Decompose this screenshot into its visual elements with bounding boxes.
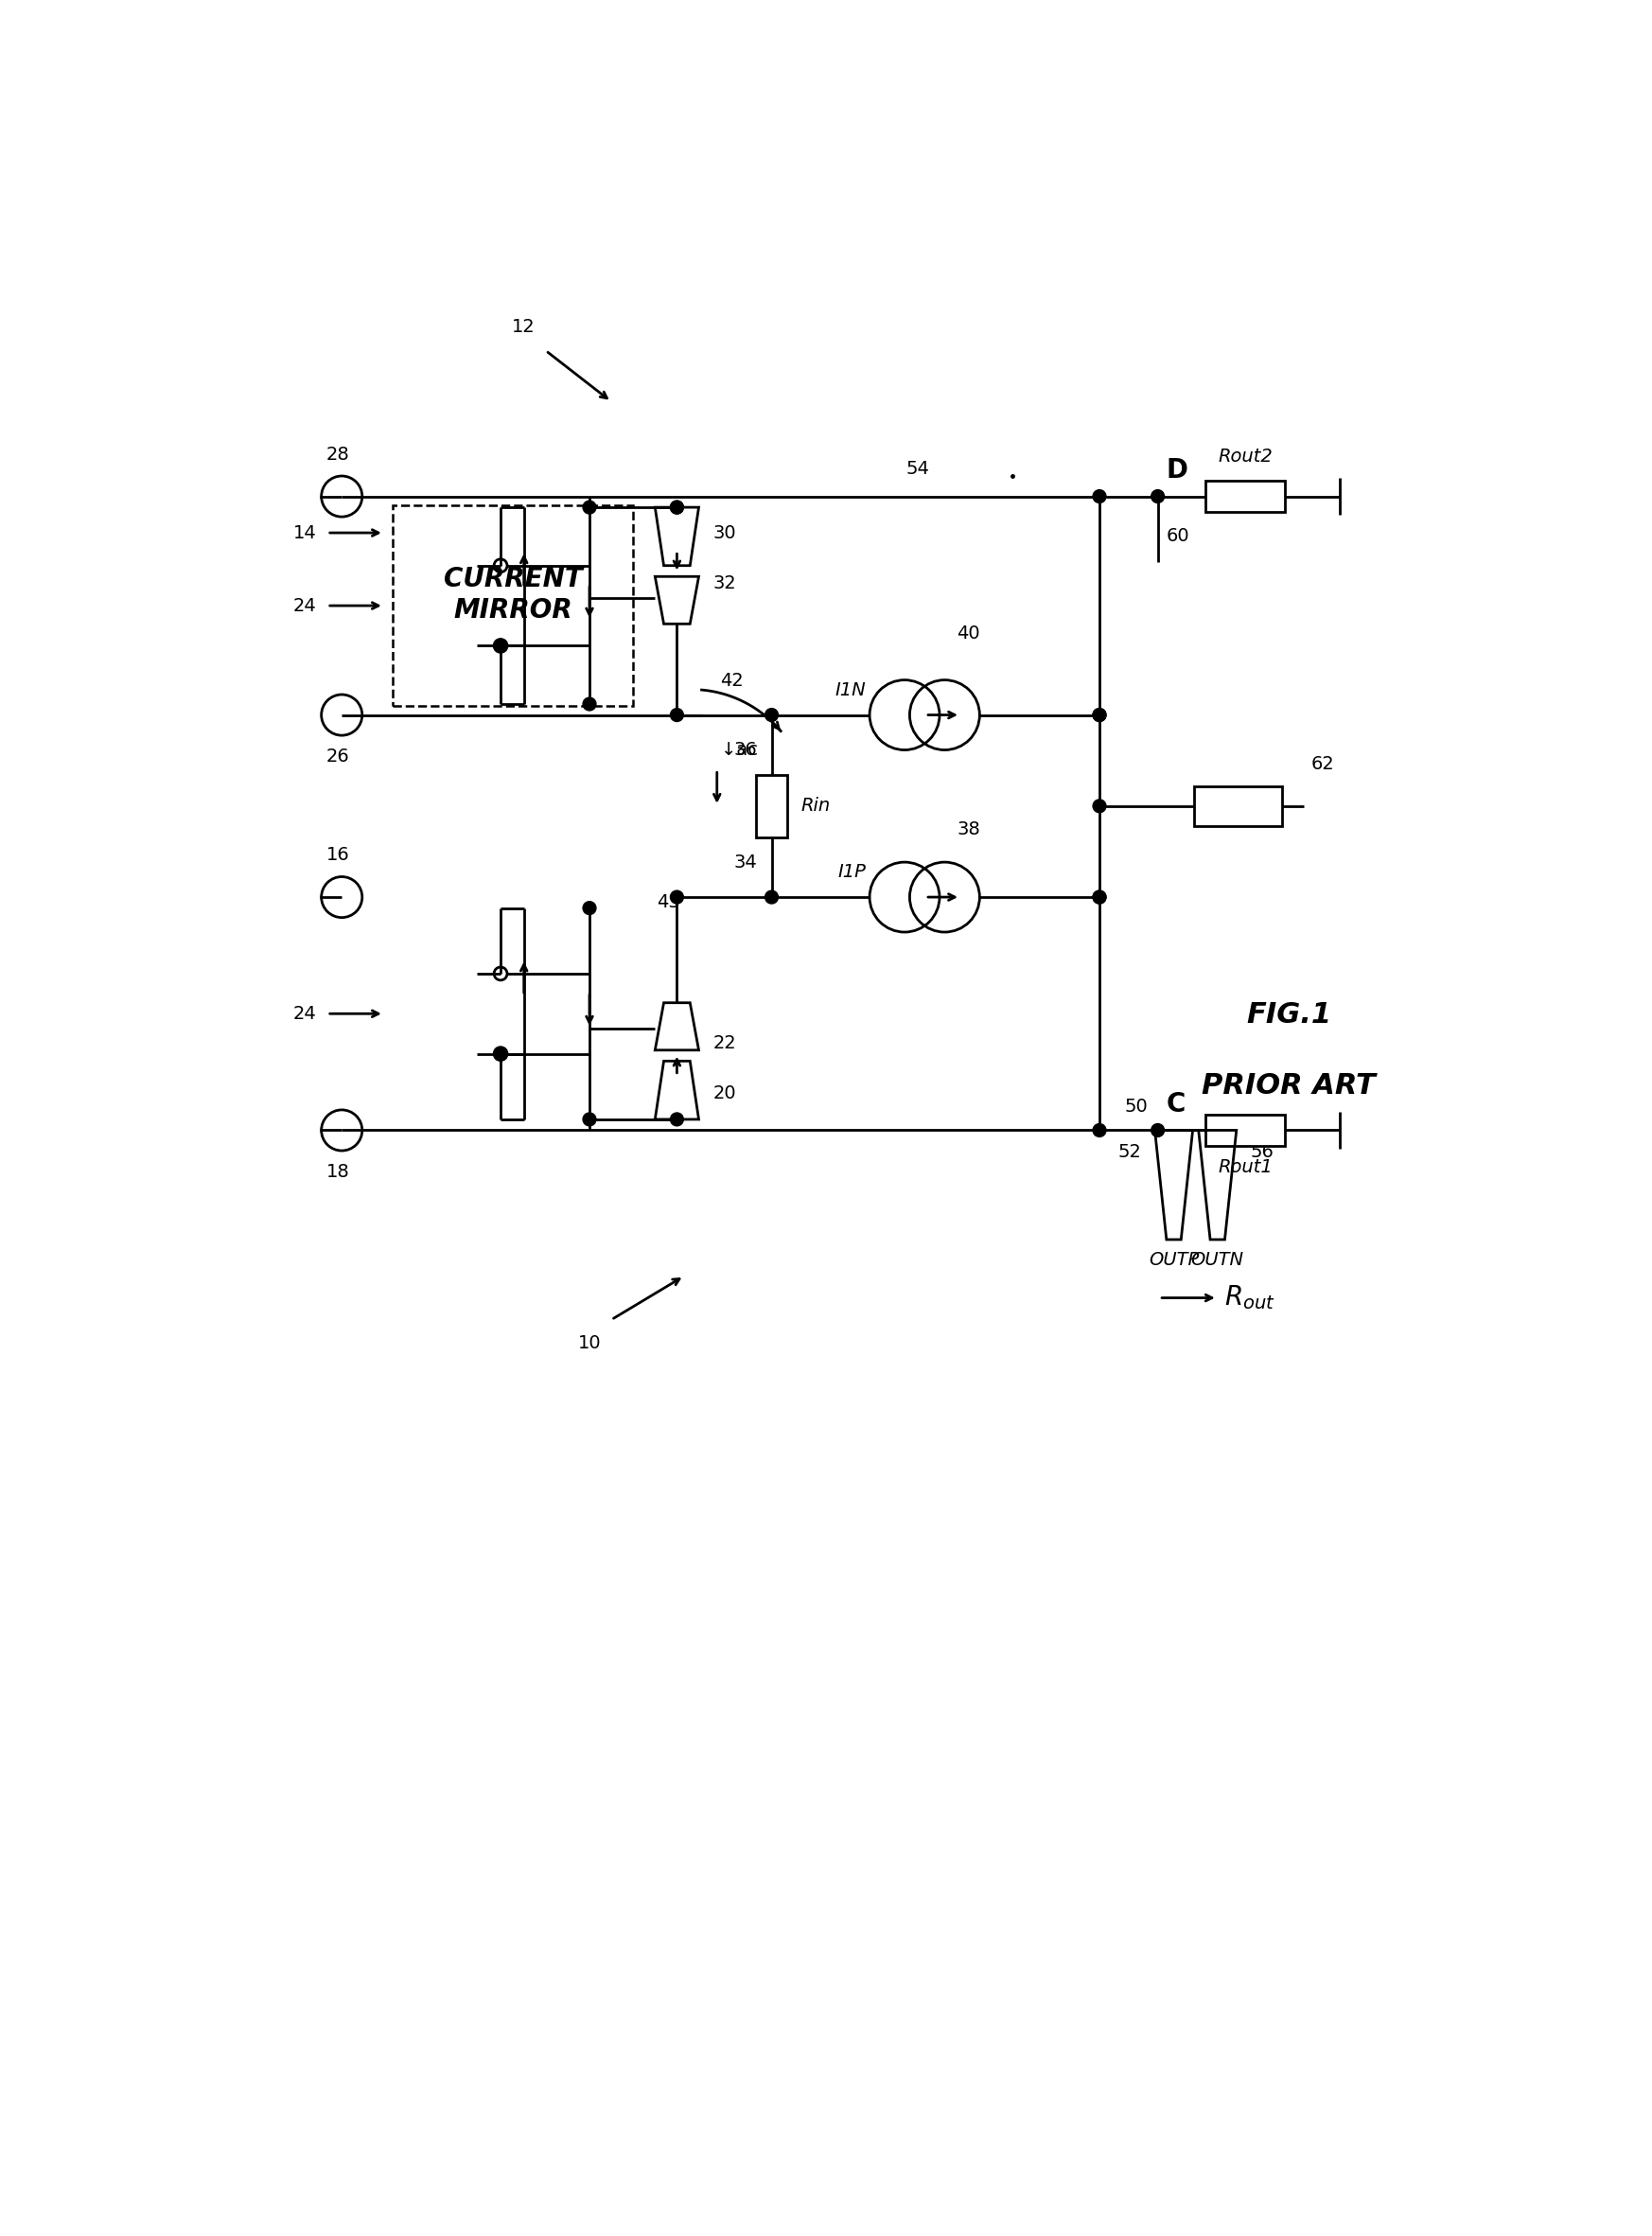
Circle shape (583, 901, 596, 915)
Text: Rout2: Rout2 (1218, 447, 1272, 465)
Circle shape (1094, 709, 1105, 722)
Text: Rin: Rin (801, 796, 831, 816)
Circle shape (671, 709, 684, 722)
Text: 18: 18 (327, 1163, 350, 1181)
Circle shape (1094, 800, 1105, 812)
Text: 38: 38 (957, 821, 980, 838)
Text: 34: 34 (733, 854, 757, 872)
Circle shape (1094, 1125, 1105, 1136)
Circle shape (1094, 890, 1105, 903)
Text: PRIOR ART: PRIOR ART (1203, 1071, 1376, 1100)
FancyBboxPatch shape (757, 776, 786, 836)
Text: 24: 24 (292, 1004, 316, 1022)
Text: C: C (1166, 1091, 1186, 1118)
Text: 12: 12 (512, 318, 535, 335)
Circle shape (583, 501, 596, 514)
Circle shape (1094, 890, 1105, 903)
Circle shape (583, 1114, 596, 1127)
FancyBboxPatch shape (1204, 1116, 1285, 1145)
Circle shape (494, 1046, 507, 1060)
Text: 43: 43 (657, 894, 681, 912)
Circle shape (1094, 709, 1105, 722)
Circle shape (765, 709, 778, 722)
FancyBboxPatch shape (1194, 787, 1282, 825)
Circle shape (1094, 490, 1105, 503)
Text: $R_{out}$: $R_{out}$ (1224, 1283, 1275, 1313)
Circle shape (494, 639, 507, 653)
Text: ↓ac: ↓ac (720, 740, 758, 758)
Text: OUTP: OUTP (1148, 1250, 1199, 1268)
Text: 10: 10 (578, 1335, 601, 1353)
Text: FIG.1: FIG.1 (1246, 1002, 1332, 1029)
Text: 22: 22 (714, 1033, 737, 1051)
Circle shape (1151, 490, 1165, 503)
Text: 20: 20 (714, 1084, 737, 1102)
Circle shape (671, 890, 684, 903)
Text: 14: 14 (292, 523, 316, 541)
Text: 28: 28 (327, 445, 350, 463)
Text: 26: 26 (327, 747, 350, 765)
Text: I1N: I1N (834, 682, 866, 700)
Text: 54: 54 (905, 461, 928, 479)
Circle shape (583, 698, 596, 711)
Text: 62: 62 (1310, 756, 1335, 774)
Text: 24: 24 (292, 597, 316, 615)
FancyBboxPatch shape (1204, 481, 1285, 512)
Text: OUTN: OUTN (1191, 1250, 1244, 1268)
Text: 16: 16 (327, 847, 350, 865)
Text: 30: 30 (714, 523, 737, 541)
Text: 32: 32 (714, 575, 737, 593)
Text: 42: 42 (720, 673, 743, 691)
Text: Rout1: Rout1 (1218, 1158, 1272, 1176)
Text: 50: 50 (1123, 1098, 1148, 1116)
Circle shape (671, 1114, 684, 1127)
Circle shape (671, 501, 684, 514)
Text: D: D (1166, 456, 1188, 483)
Text: 60: 60 (1166, 528, 1189, 546)
Text: 36: 36 (733, 740, 757, 758)
FancyBboxPatch shape (393, 505, 633, 707)
Circle shape (671, 501, 684, 514)
Text: I1P: I1P (838, 863, 866, 881)
Circle shape (1151, 1125, 1165, 1136)
Circle shape (765, 890, 778, 903)
Text: 52: 52 (1117, 1143, 1142, 1160)
Text: 56: 56 (1251, 1143, 1274, 1160)
Text: 40: 40 (957, 624, 980, 642)
Text: CURRENT
MIRROR: CURRENT MIRROR (443, 566, 583, 624)
Text: $R_{out}$: $R_{out}$ (1213, 792, 1264, 821)
